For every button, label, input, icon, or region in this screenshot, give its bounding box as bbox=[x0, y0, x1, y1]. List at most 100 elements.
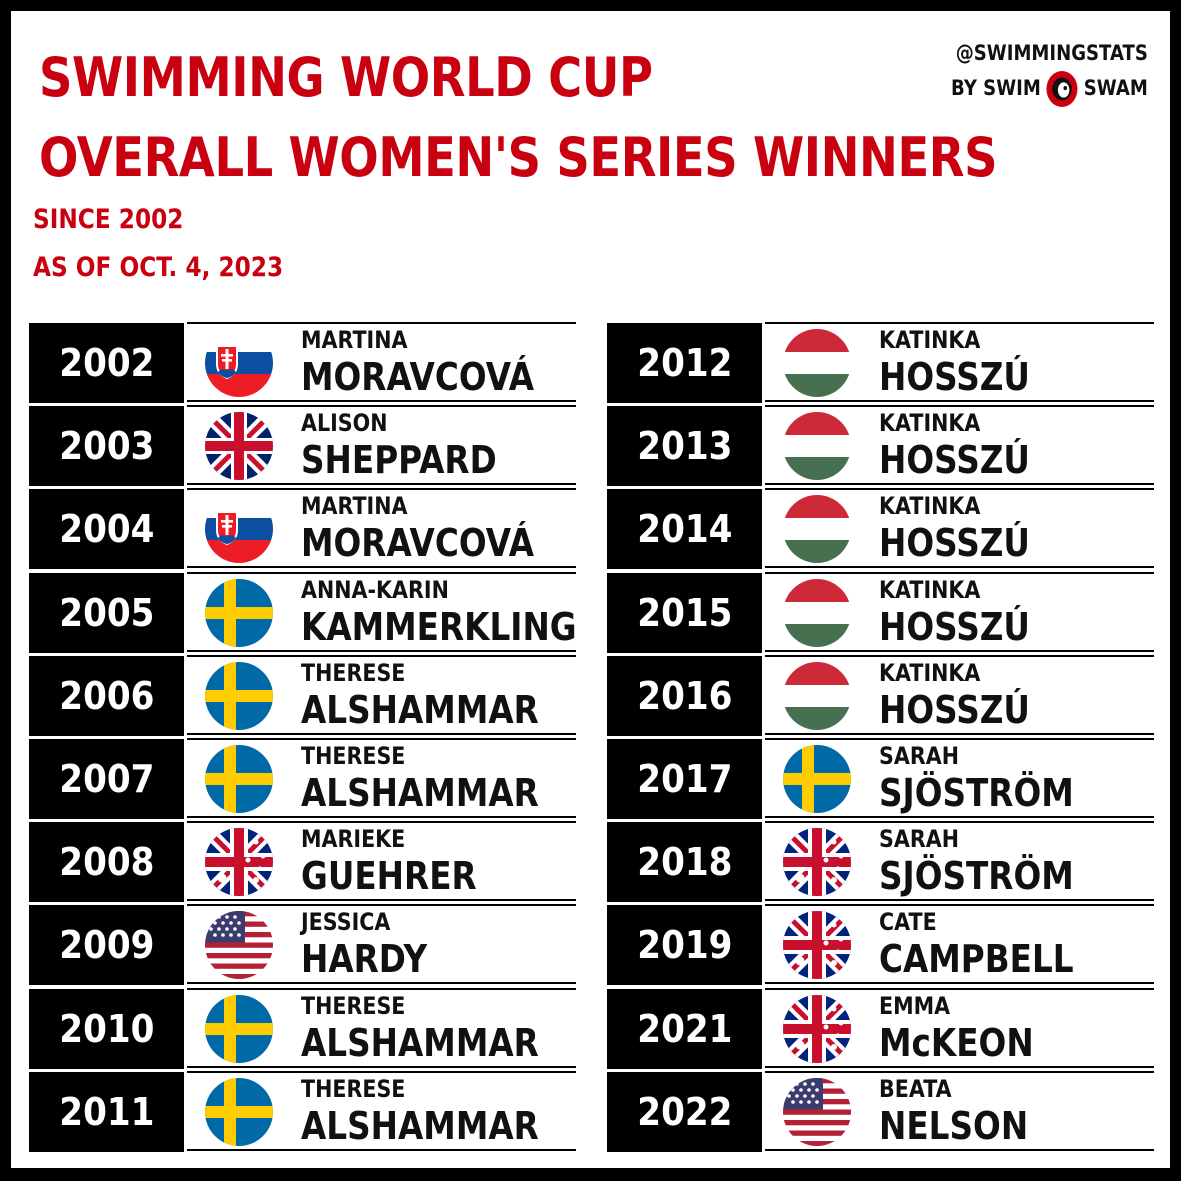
year-cell: 2008 bbox=[29, 822, 184, 902]
year-label: 2016 bbox=[636, 674, 733, 718]
winner-first-name: MARIEKE bbox=[301, 825, 406, 853]
australia-flag-icon bbox=[783, 828, 851, 896]
winner-row: 2007 THERESE ALSHAMMAR bbox=[29, 738, 576, 819]
winner-last-name: ALSHAMMAR bbox=[301, 1104, 539, 1148]
year-cell: 2002 bbox=[29, 323, 184, 403]
winner-first-name: KATINKA bbox=[879, 492, 981, 520]
winner-first-name: EMMA bbox=[879, 992, 951, 1020]
winner-first-name: KATINKA bbox=[879, 326, 981, 354]
winner-last-name: SHEPPARD bbox=[301, 438, 497, 482]
winner-row: 2005 ANNA-KARIN KAMMERKLING bbox=[29, 572, 577, 653]
subtitle-as-of: AS OF OCT. 4, 2023 bbox=[33, 252, 284, 283]
winner-row: 2003 ALISON SHEPPARD bbox=[29, 405, 576, 486]
winner-row: 2022 BEATA NELSON bbox=[607, 1071, 1154, 1152]
year-cell: 2016 bbox=[607, 656, 762, 736]
hungary-flag-icon bbox=[783, 579, 851, 647]
winner-last-name: HOSSZÚ bbox=[879, 521, 1030, 565]
winner-last-name: HARDY bbox=[301, 937, 428, 981]
winner-name-cell: JESSICA HARDY bbox=[187, 904, 576, 984]
credit-by: BY SWIM bbox=[951, 76, 1041, 101]
year-label: 2008 bbox=[58, 840, 155, 884]
year-cell: 2006 bbox=[29, 656, 184, 736]
year-label: 2004 bbox=[58, 507, 155, 551]
winner-name-cell: SARAH SJÖSTRÖM bbox=[765, 821, 1154, 901]
uk-flag-icon bbox=[205, 412, 273, 480]
winner-first-name: THERESE bbox=[301, 1075, 406, 1103]
winner-name-cell: THERESE ALSHAMMAR bbox=[187, 988, 576, 1068]
year-label: 2013 bbox=[636, 424, 733, 468]
winner-name-cell: CATE CAMPBELL bbox=[765, 904, 1154, 984]
credit-byline: BY SWIM SWAM bbox=[951, 70, 1148, 108]
winner-row: 2016 KATINKA HOSSZÚ bbox=[607, 655, 1154, 736]
winner-first-name: THERESE bbox=[301, 742, 406, 770]
year-cell: 2018 bbox=[607, 822, 762, 902]
year-cell: 2013 bbox=[607, 406, 762, 486]
winner-first-name: BEATA bbox=[879, 1075, 952, 1103]
winner-row: 2021 EMMA McKEON bbox=[607, 988, 1154, 1069]
winner-first-name: KATINKA bbox=[879, 576, 981, 604]
year-cell: 2012 bbox=[607, 323, 762, 403]
year-cell: 2014 bbox=[607, 489, 762, 569]
year-label: 2009 bbox=[58, 923, 155, 967]
winner-row: 2017 SARAH SJÖSTRÖM bbox=[607, 738, 1154, 819]
infographic-canvas: SWIMMING WORLD CUP OVERALL WOMEN'S SERIE… bbox=[11, 11, 1170, 1168]
year-cell: 2010 bbox=[29, 989, 184, 1069]
winner-row: 2015 KATINKA HOSSZÚ bbox=[607, 572, 1154, 653]
winner-name-cell: ANNA-KARIN KAMMERKLING bbox=[187, 572, 577, 652]
year-label: 2021 bbox=[636, 1007, 733, 1051]
winner-last-name: HOSSZÚ bbox=[879, 355, 1030, 399]
year-label: 2019 bbox=[636, 923, 733, 967]
credit-handle: @SWIMMINGSTATS bbox=[955, 41, 1148, 65]
subtitle-since: SINCE 2002 bbox=[33, 204, 184, 235]
winner-first-name: JESSICA bbox=[301, 908, 391, 936]
winner-first-name: SARAH bbox=[879, 825, 959, 853]
year-label: 2003 bbox=[58, 424, 155, 468]
australia-flag-icon bbox=[783, 995, 851, 1063]
year-label: 2018 bbox=[636, 840, 733, 884]
year-cell: 2022 bbox=[607, 1072, 762, 1152]
credit-block: @SWIMMINGSTATS BY SWIM SWAM bbox=[951, 37, 1148, 108]
year-cell: 2019 bbox=[607, 905, 762, 985]
sweden-flag-icon bbox=[205, 579, 273, 647]
usa-flag-icon bbox=[783, 1078, 851, 1146]
winner-last-name: GUEHRER bbox=[301, 854, 477, 898]
australia-flag-icon bbox=[783, 911, 851, 979]
winner-last-name: HOSSZÚ bbox=[879, 438, 1030, 482]
sweden-flag-icon bbox=[205, 1078, 273, 1146]
year-label: 2015 bbox=[636, 591, 733, 635]
winner-row: 2012 KATINKA HOSSZÚ bbox=[607, 322, 1154, 403]
winner-row: 2002 MARTINA MORAVCOVÁ bbox=[29, 322, 576, 403]
winner-name-cell: ALISON SHEPPARD bbox=[187, 405, 576, 485]
winner-last-name: ALSHAMMAR bbox=[301, 688, 539, 732]
winner-last-name: HOSSZÚ bbox=[879, 605, 1030, 649]
year-label: 2011 bbox=[58, 1090, 155, 1134]
winner-name-cell: KATINKA HOSSZÚ bbox=[765, 405, 1154, 485]
winner-first-name: KATINKA bbox=[879, 659, 981, 687]
hungary-flag-icon bbox=[783, 495, 851, 563]
winner-name-cell: KATINKA HOSSZÚ bbox=[765, 655, 1154, 735]
winner-last-name: NELSON bbox=[879, 1104, 1029, 1148]
sweden-flag-icon bbox=[205, 995, 273, 1063]
winner-first-name: ANNA-KARIN bbox=[301, 576, 449, 604]
winner-last-name: SJÖSTRÖM bbox=[879, 771, 1074, 815]
winner-last-name: MORAVCOVÁ bbox=[301, 521, 535, 565]
winner-name-cell: KATINKA HOSSZÚ bbox=[765, 322, 1154, 402]
winner-row: 2006 THERESE ALSHAMMAR bbox=[29, 655, 576, 736]
year-label: 2010 bbox=[58, 1007, 155, 1051]
winner-last-name: ALSHAMMAR bbox=[301, 771, 539, 815]
year-label: 2005 bbox=[58, 591, 155, 635]
winner-first-name: ALISON bbox=[301, 409, 388, 437]
winner-name-cell: THERESE ALSHAMMAR bbox=[187, 1071, 576, 1151]
year-label: 2006 bbox=[58, 674, 155, 718]
winner-name-cell: KATINKA HOSSZÚ bbox=[765, 572, 1154, 652]
hungary-flag-icon bbox=[783, 412, 851, 480]
winner-name-cell: MARTINA MORAVCOVÁ bbox=[187, 488, 576, 568]
swimmer-cap-icon bbox=[1046, 70, 1079, 108]
year-label: 2014 bbox=[636, 507, 733, 551]
year-cell: 2015 bbox=[607, 573, 762, 653]
winner-first-name: SARAH bbox=[879, 742, 959, 770]
hungary-flag-icon bbox=[783, 329, 851, 397]
winner-name-cell: THERESE ALSHAMMAR bbox=[187, 738, 576, 818]
year-cell: 2007 bbox=[29, 739, 184, 819]
winner-last-name: HOSSZÚ bbox=[879, 688, 1030, 732]
